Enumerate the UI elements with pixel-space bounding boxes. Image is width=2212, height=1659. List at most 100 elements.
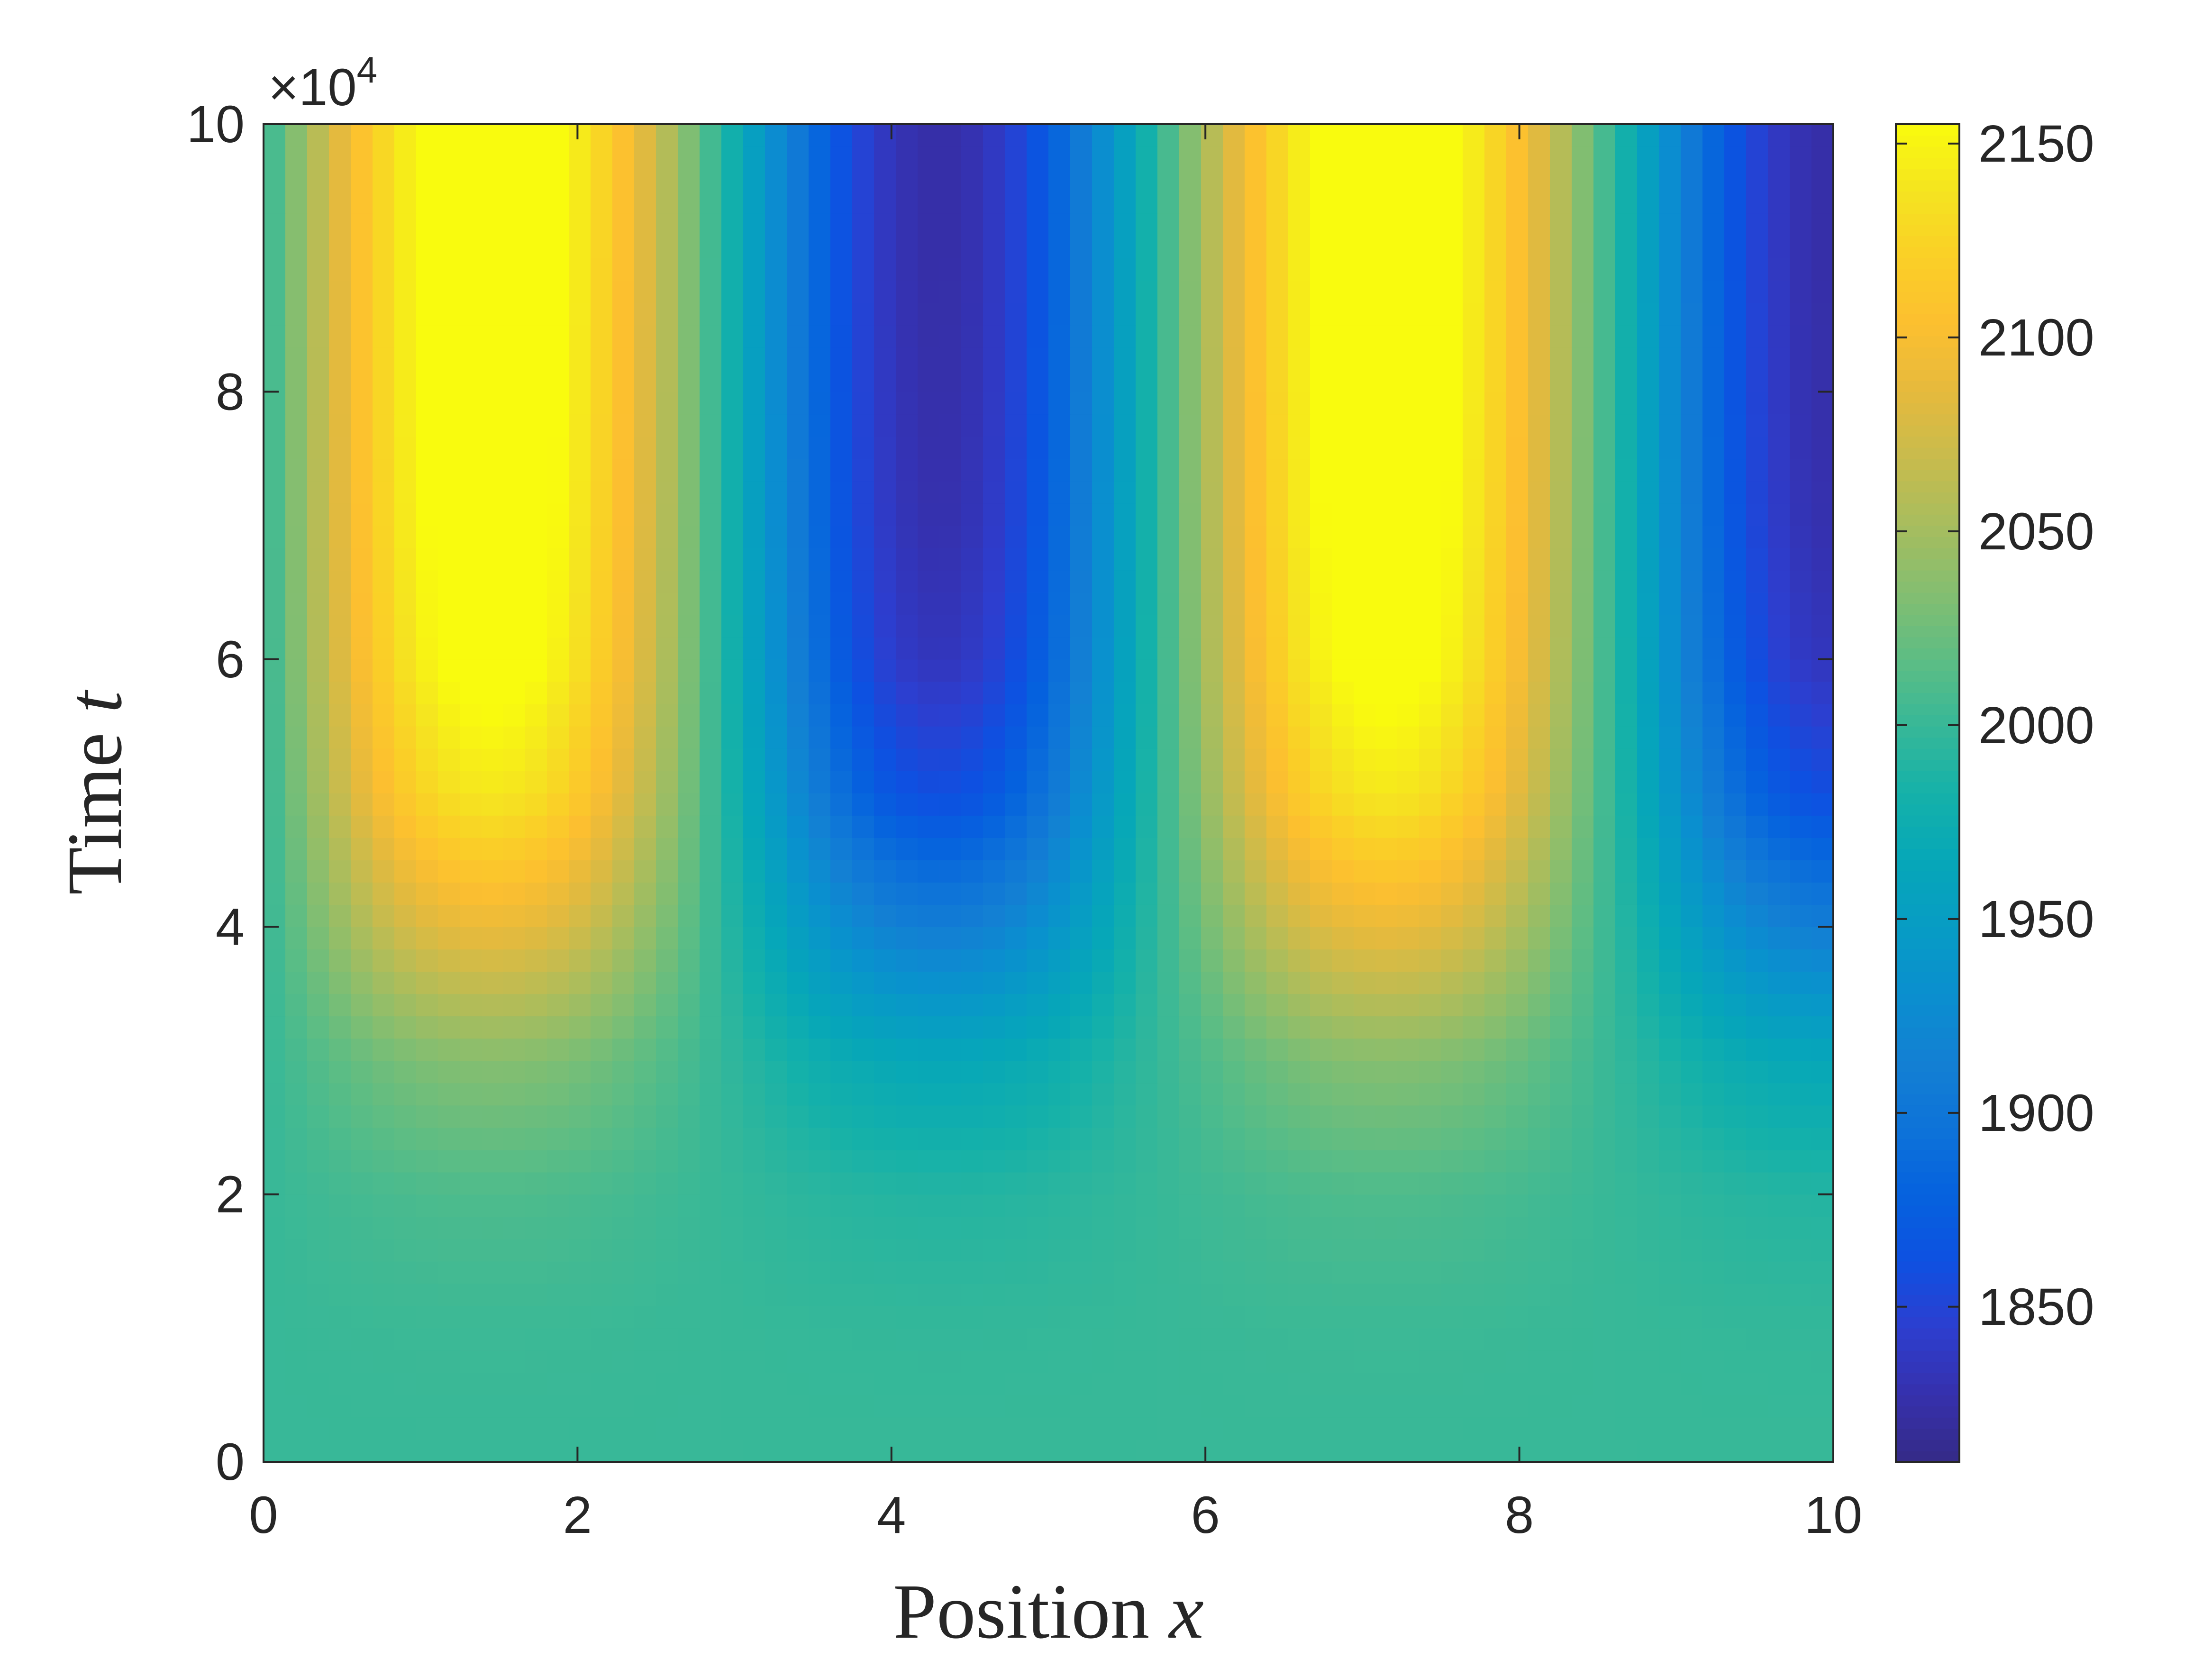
heatmap-cell [307, 592, 329, 615]
heatmap-cell [264, 748, 286, 771]
heatmap-cell [896, 592, 918, 615]
heatmap-cell [1528, 169, 1550, 191]
heatmap-cell [1157, 1216, 1180, 1240]
heatmap-cell [1223, 860, 1245, 883]
heatmap-cell [1223, 1060, 1245, 1084]
heatmap-cell [547, 347, 569, 370]
heatmap-cell [525, 1127, 547, 1150]
heatmap-cell [1114, 302, 1136, 326]
heatmap-cell [809, 191, 831, 214]
heatmap-cell [569, 481, 591, 504]
heatmap-cell [830, 637, 853, 660]
heatmap-cell [1484, 146, 1507, 169]
heatmap-cell [547, 1350, 569, 1373]
heatmap-cell [1332, 347, 1354, 370]
heatmap-cell [1114, 1194, 1136, 1217]
heatmap-cell [1266, 1305, 1289, 1329]
heatmap-cell [1375, 882, 1398, 905]
colorbar-segment [1896, 1328, 1959, 1340]
heatmap-cell [1702, 1127, 1725, 1150]
heatmap-cell [1397, 1127, 1420, 1150]
heatmap-cell [307, 793, 329, 816]
heatmap-cell [1048, 392, 1071, 415]
heatmap-cell [1223, 1038, 1245, 1061]
heatmap-cell [503, 1127, 526, 1150]
heatmap-cell [1092, 280, 1114, 303]
heatmap-cell [612, 1350, 635, 1373]
heatmap-cell [1419, 236, 1441, 258]
heatmap-cell [1223, 436, 1245, 459]
heatmap-cell [678, 525, 700, 548]
heatmap-cell [765, 592, 787, 615]
heatmap-cell [1070, 1127, 1092, 1150]
heatmap-cell [1245, 994, 1267, 1017]
heatmap-cell [983, 258, 1005, 281]
heatmap-cell [1070, 860, 1092, 883]
heatmap-cell [1615, 1038, 1638, 1061]
heatmap-cell [329, 659, 351, 682]
heatmap-cell [1048, 414, 1071, 437]
heatmap-cell [874, 414, 896, 437]
heatmap-cell [460, 726, 482, 749]
heatmap-cell [1245, 927, 1267, 950]
heatmap-cell [896, 191, 918, 214]
heatmap-cell [1114, 325, 1136, 348]
heatmap-cell [983, 547, 1005, 571]
heatmap-cell [1790, 614, 1812, 638]
heatmap-cell [1419, 347, 1441, 370]
heatmap-cell [874, 570, 896, 593]
heatmap-cell [612, 770, 635, 793]
heatmap-cell [373, 414, 395, 437]
heatmap-cell [1070, 1038, 1092, 1061]
heatmap-cell [874, 614, 896, 638]
heatmap-cell [656, 748, 678, 771]
heatmap-cell [438, 1239, 460, 1262]
heatmap-cell [634, 1372, 656, 1395]
heatmap-cell [1593, 1261, 1616, 1284]
heatmap-cell [1463, 436, 1485, 459]
heatmap-cell [547, 1127, 569, 1150]
heatmap-cell [1266, 838, 1289, 860]
heatmap-cell [1157, 614, 1180, 638]
heatmap-cell [1070, 726, 1092, 749]
heatmap-cell [1702, 169, 1725, 191]
heatmap-cell [983, 1305, 1005, 1329]
heatmap-cell [830, 1105, 853, 1128]
heatmap-cell [874, 994, 896, 1017]
heatmap-cell [721, 1194, 744, 1217]
heatmap-cell [1484, 592, 1507, 615]
heatmap-cell [547, 1216, 569, 1240]
heatmap-cell [721, 815, 744, 838]
heatmap-cell [809, 1060, 831, 1084]
heatmap-cell [1266, 325, 1289, 348]
heatmap-cell [1484, 213, 1507, 236]
colorbar-segment [1896, 124, 1959, 136]
heatmap-cell [1811, 815, 1834, 838]
heatmap-cell [1375, 392, 1398, 415]
heatmap-cell [612, 302, 635, 326]
heatmap-cell [1790, 1417, 1812, 1440]
heatmap-cell [1572, 726, 1594, 749]
heatmap-cell [1201, 726, 1223, 749]
heatmap-cell [1005, 570, 1027, 593]
heatmap-cell [1528, 637, 1550, 660]
heatmap-cell [394, 1127, 417, 1150]
heatmap-cell [1310, 1372, 1332, 1395]
heatmap-cell [547, 325, 569, 348]
heatmap-cell [939, 726, 962, 749]
heatmap-cell [1288, 146, 1311, 169]
heatmap-cell [1005, 949, 1027, 972]
heatmap-cell [1375, 770, 1398, 793]
heatmap-cell [1245, 258, 1267, 281]
heatmap-cell [787, 927, 809, 950]
heatmap-cell [1332, 525, 1354, 548]
heatmap-cell [1223, 1350, 1245, 1373]
heatmap-cell [1397, 637, 1420, 660]
heatmap-cell [1332, 927, 1354, 950]
heatmap-cell [765, 1216, 787, 1240]
heatmap-cell [438, 325, 460, 348]
heatmap-cell [1528, 1439, 1550, 1462]
colorbar-segment [1896, 537, 1959, 548]
heatmap-cell [1637, 994, 1659, 1017]
heatmap-cell [656, 213, 678, 236]
